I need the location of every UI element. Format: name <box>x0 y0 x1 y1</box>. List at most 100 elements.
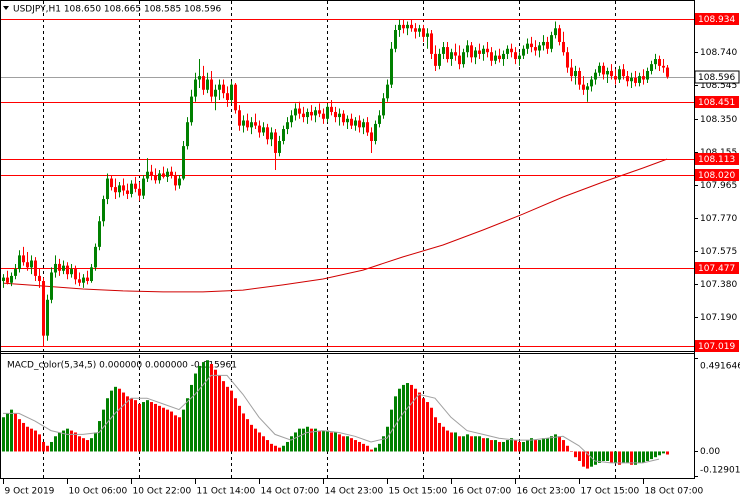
candle-body <box>666 67 669 77</box>
level-label-box <box>695 13 739 25</box>
candle-body <box>134 183 137 189</box>
candle-body <box>642 76 645 80</box>
candle-body <box>314 110 317 116</box>
candle-body <box>546 41 549 49</box>
macd-bar <box>158 405 161 452</box>
macd-bar <box>466 434 469 452</box>
candle-body <box>598 65 601 73</box>
candle-body <box>334 111 337 118</box>
x-tick-label: 16 Oct 07:00 <box>453 487 512 497</box>
candle-body <box>214 89 217 97</box>
macd-bar <box>250 424 253 452</box>
candle-body <box>414 28 417 32</box>
macd-bar <box>14 413 17 452</box>
candle-body <box>310 111 313 116</box>
macd-bar <box>482 438 485 452</box>
macd-bar <box>170 411 173 452</box>
candle-body <box>502 53 505 60</box>
candle-body <box>278 140 281 153</box>
level-label-box <box>695 96 739 108</box>
macd-bar <box>342 436 345 452</box>
candle-body <box>178 178 181 186</box>
candle-body <box>130 183 133 194</box>
macd-bar <box>334 432 337 452</box>
macd-bar <box>142 402 145 452</box>
x-tick-label: 15 Oct 15:00 <box>389 487 448 497</box>
candle-body <box>650 64 653 71</box>
macd-bar <box>214 369 217 452</box>
macd-bar <box>34 430 37 452</box>
macd-bar <box>26 426 29 452</box>
macd-bar <box>662 451 665 454</box>
macd-bar <box>614 451 617 463</box>
macd-bar <box>186 398 189 452</box>
signal-line <box>3 374 660 464</box>
candle-body <box>490 52 493 61</box>
candle-body <box>626 76 629 82</box>
candle-body <box>542 41 545 46</box>
macd-bar <box>634 451 637 465</box>
macd-bar <box>118 388 121 452</box>
candle-body <box>210 79 213 97</box>
menu-triangle[interactable] <box>3 6 9 10</box>
macd-bar <box>318 430 321 452</box>
candle-body <box>486 48 489 53</box>
candle-body <box>70 269 73 275</box>
candle-body <box>338 113 341 118</box>
x-tick-label: 14 Oct 23:00 <box>325 487 384 497</box>
macd-bar <box>50 441 53 452</box>
candle-body <box>630 77 633 82</box>
level-label: 108.113 <box>698 155 735 165</box>
macd-bar <box>530 438 533 452</box>
candle-body <box>342 113 345 123</box>
macd-bar <box>42 441 45 452</box>
candle-body <box>646 70 649 80</box>
candle-body <box>78 279 81 283</box>
candle-body <box>122 185 125 191</box>
macd-bar <box>290 436 293 452</box>
candle-body <box>154 175 157 181</box>
macd-bar <box>302 428 305 452</box>
candle-body <box>402 24 405 29</box>
candle-body <box>398 24 401 31</box>
candle-body <box>66 265 69 275</box>
candle-body <box>2 277 5 282</box>
macd-bar <box>502 441 505 452</box>
macd-bar <box>330 432 333 452</box>
candle-body <box>510 48 513 53</box>
y-tick-label: 0.491646 <box>700 362 740 372</box>
candle-body <box>350 118 353 126</box>
macd-bar <box>30 428 33 452</box>
candle-body <box>34 260 37 276</box>
candle-body <box>42 281 45 336</box>
candle-body <box>98 221 101 247</box>
candle-body <box>430 33 433 54</box>
macd-bar <box>314 428 317 452</box>
candle-body <box>594 72 597 80</box>
macd-bar <box>590 451 593 467</box>
candle-body <box>406 24 409 29</box>
candle-body <box>446 47 449 60</box>
candle-body <box>146 171 149 179</box>
macd-bar <box>238 405 241 452</box>
candle-body <box>550 35 553 49</box>
candle-body <box>330 106 333 112</box>
candle-body <box>438 53 441 66</box>
macd-bar <box>538 440 541 452</box>
moving-average <box>2 158 668 293</box>
macd-bar <box>162 407 165 452</box>
macd-bar <box>454 432 457 452</box>
macd-bar <box>102 409 105 452</box>
candle-body <box>426 33 429 37</box>
macd-bar <box>254 428 257 452</box>
candle-body <box>610 70 613 77</box>
candle-body <box>346 118 349 123</box>
macd-bar <box>386 426 389 452</box>
macd-bar <box>382 436 385 452</box>
macd-bar <box>110 390 113 452</box>
candle-body <box>518 55 521 60</box>
candle-body <box>534 47 537 51</box>
candle-body <box>662 65 665 68</box>
macd-bar <box>462 436 465 452</box>
macd-bar <box>510 438 513 452</box>
